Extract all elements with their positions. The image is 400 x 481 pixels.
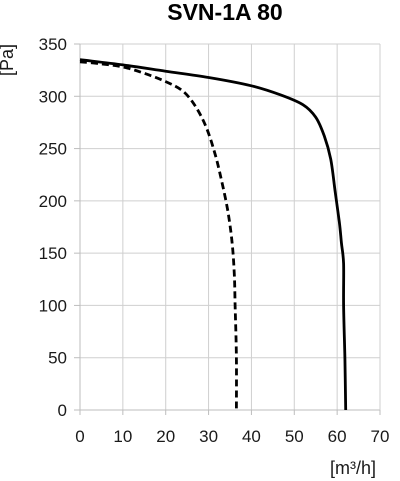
- y-tick-label: 50: [48, 349, 67, 368]
- y-tick-label: 100: [39, 296, 67, 315]
- y-tick-label: 150: [39, 244, 67, 263]
- grid: [80, 43, 380, 410]
- x-tick-label: 10: [113, 427, 132, 446]
- y-tick-label: 0: [58, 401, 67, 420]
- y-axis-label: [Pa]: [0, 44, 17, 76]
- solid-curve: [79, 58, 348, 411]
- x-tick-label: 70: [371, 427, 390, 446]
- x-tick-label: 0: [75, 427, 84, 446]
- dashed-curve: [79, 60, 238, 411]
- x-tick-label: 60: [328, 427, 347, 446]
- x-axis-label: [m³/h]: [330, 458, 376, 478]
- y-tick-label: 200: [39, 192, 67, 211]
- chart-title: SVN-1A 80: [167, 0, 282, 25]
- series-lines: [79, 58, 348, 411]
- tick-labels: 0 10 20 30 40 50 60 70 0 50 100 150 200 250 300 350: [39, 35, 390, 446]
- y-tick-label: 300: [39, 87, 67, 106]
- x-tick-label: 40: [242, 427, 261, 446]
- x-tick-label: 20: [156, 427, 175, 446]
- x-tick-label: 50: [285, 427, 304, 446]
- y-tick-label: 250: [39, 140, 67, 159]
- x-tick-label: 30: [199, 427, 218, 446]
- axes: [74, 43, 381, 415]
- y-tick-label: 350: [39, 35, 67, 54]
